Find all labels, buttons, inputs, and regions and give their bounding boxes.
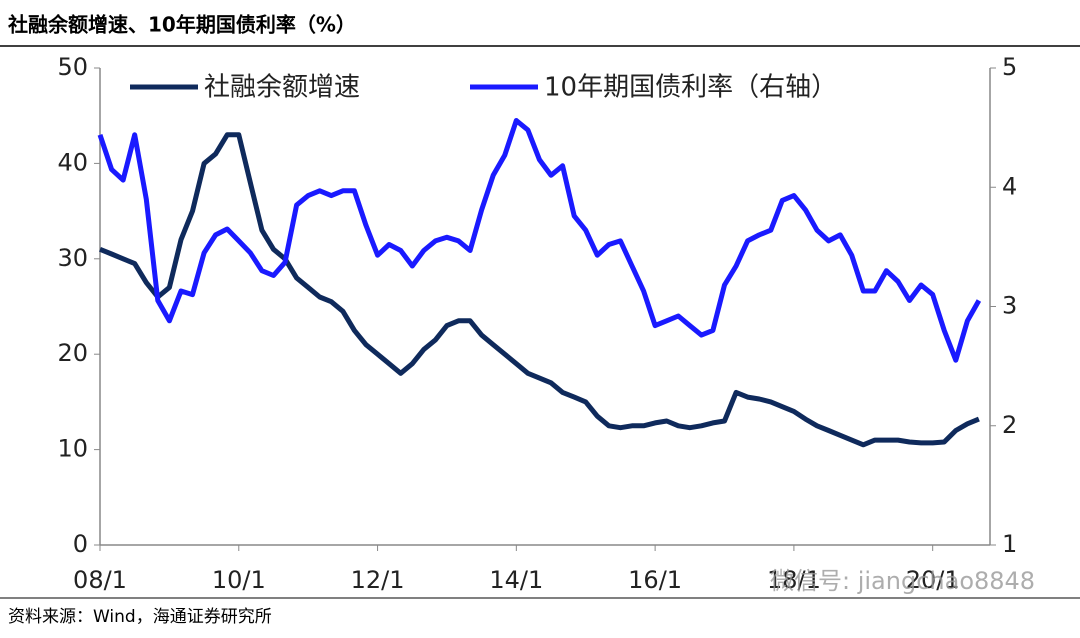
y-tick-label: 10 bbox=[57, 435, 88, 463]
y-tick-label: 30 bbox=[57, 244, 88, 272]
y-tick-label: 0 bbox=[73, 530, 88, 558]
legend-label: 社融余额增速 bbox=[204, 73, 360, 103]
y2-tick-label: 3 bbox=[1002, 292, 1017, 320]
x-tick-label: 20/1 bbox=[906, 566, 960, 594]
series-line bbox=[97, 118, 982, 363]
x-tick-label: 10/1 bbox=[212, 566, 266, 594]
x-tick-label: 16/1 bbox=[628, 566, 682, 594]
chart-title: 社融余额增速、10年期国债利率（%） bbox=[7, 13, 356, 37]
y-tick-label: 20 bbox=[57, 339, 88, 367]
series-line bbox=[99, 132, 980, 448]
watermark: 微信号: jiangchao8848 bbox=[770, 567, 1035, 595]
legend-label: 10年期国债利率（右轴） bbox=[544, 73, 837, 103]
source-note: 资料来源：Wind，海通证券研究所 bbox=[8, 607, 272, 627]
y2-tick-label: 1 bbox=[1002, 530, 1017, 558]
y2-tick-label: 2 bbox=[1002, 411, 1017, 439]
y-tick-label: 40 bbox=[57, 148, 88, 176]
x-tick-label: 14/1 bbox=[489, 566, 543, 594]
y-tick-label: 50 bbox=[57, 53, 88, 81]
y2-tick-label: 5 bbox=[1002, 53, 1017, 81]
y2-tick-label: 4 bbox=[1002, 172, 1017, 200]
x-tick-label: 18/1 bbox=[767, 566, 821, 594]
x-tick-label: 08/1 bbox=[73, 566, 127, 594]
x-tick-label: 12/1 bbox=[351, 566, 405, 594]
